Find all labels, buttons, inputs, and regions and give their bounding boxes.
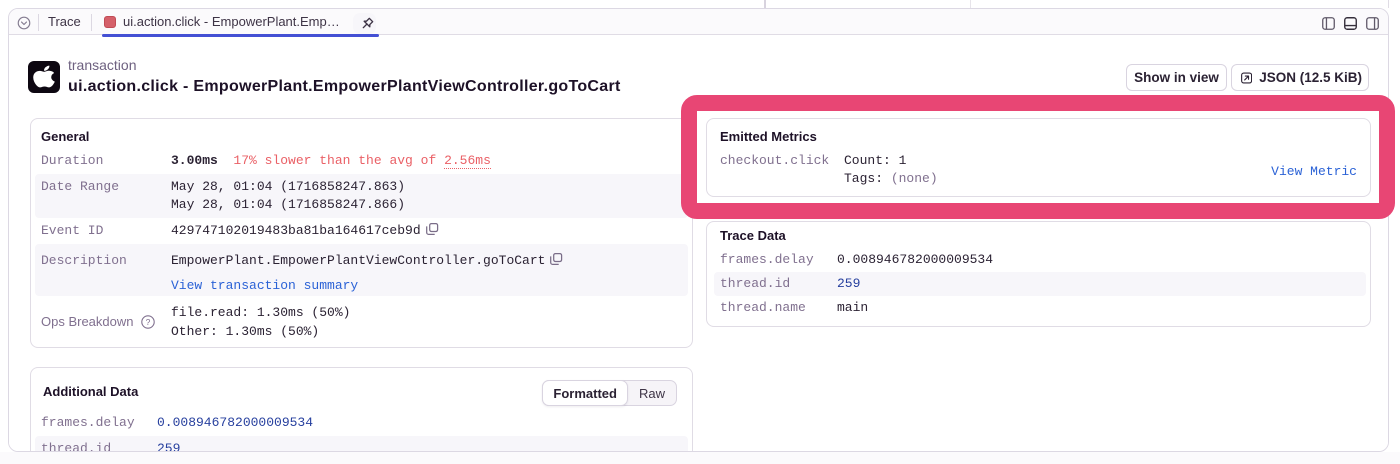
svg-text:?: ? — [145, 317, 150, 327]
